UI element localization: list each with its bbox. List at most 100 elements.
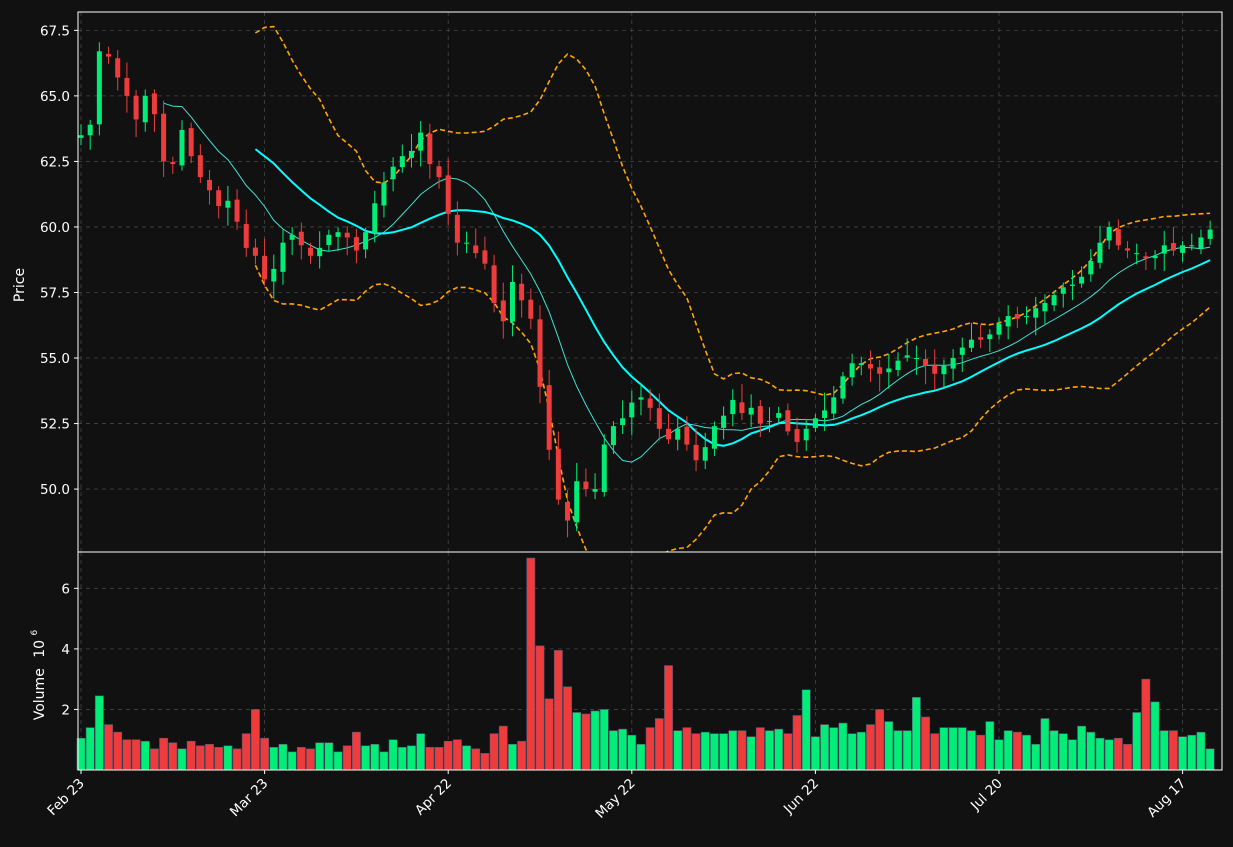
volume-axis-base: 10	[32, 640, 48, 658]
candle-body	[867, 363, 873, 369]
candle-body	[473, 245, 479, 254]
volume-bar	[1187, 734, 1197, 771]
volume-bar	[664, 665, 673, 771]
volume-bar	[884, 721, 894, 771]
volume-bar	[544, 698, 554, 771]
candle-body	[308, 247, 313, 256]
candle-body	[1161, 245, 1167, 254]
volume-bar	[911, 697, 921, 771]
volume-bar	[131, 739, 141, 771]
bollinger-lower-line	[254, 264, 1211, 552]
volume-bar	[489, 733, 499, 771]
volume-bar	[847, 733, 857, 771]
volume-bar	[1040, 718, 1050, 771]
candle-body	[776, 413, 782, 418]
candle-body	[666, 428, 672, 440]
volume-bar	[498, 725, 508, 771]
volume-bar	[618, 728, 628, 771]
candle-body	[555, 448, 561, 500]
candle-body	[1097, 242, 1103, 263]
volume-bar	[232, 748, 242, 771]
candle-body	[427, 133, 433, 165]
candle-body	[546, 385, 552, 450]
candle-body	[675, 428, 681, 440]
candlesticks	[78, 42, 1213, 538]
candle-body	[106, 53, 112, 57]
candle-body	[482, 250, 488, 264]
volume-bar	[627, 734, 637, 771]
candle-body	[537, 319, 543, 387]
volume-bar	[829, 727, 839, 771]
volume-bar	[113, 731, 123, 771]
candle-body	[895, 360, 901, 371]
volume-bar	[168, 742, 178, 771]
price-axis-title: Price	[12, 268, 28, 302]
volume-bar	[425, 746, 435, 771]
candle-body	[959, 347, 965, 355]
candle-body	[583, 481, 589, 490]
volume-bar	[801, 689, 811, 771]
volume-bar	[645, 727, 655, 771]
volume-bar	[957, 727, 967, 771]
volume-bar	[260, 737, 269, 771]
candle-body	[188, 128, 194, 157]
volume-bar	[553, 650, 563, 771]
candle-body	[1024, 316, 1030, 318]
volume-bar	[902, 730, 912, 771]
volume-bar	[755, 727, 765, 771]
volume-bar	[921, 716, 930, 771]
candle-body	[1152, 255, 1158, 259]
candle-body	[225, 200, 231, 208]
candle-body	[1125, 248, 1131, 251]
candle-body	[785, 410, 791, 432]
candle-body	[133, 95, 139, 120]
candle-body	[1033, 308, 1039, 318]
candle-body	[1051, 295, 1057, 306]
volume-bar	[746, 736, 756, 771]
candle-body	[289, 234, 295, 240]
candle-body	[748, 407, 754, 415]
volume-bar	[581, 713, 591, 771]
volume-bar	[590, 710, 600, 771]
price-tick-label: 57.5	[40, 285, 70, 301]
volume-bar	[508, 743, 517, 771]
volume-bars	[76, 557, 1215, 771]
volume-panel: 2 4 6 Volume 10 6	[30, 551, 1223, 771]
candle-body	[831, 397, 837, 414]
candle-body	[1060, 287, 1066, 294]
volume-bar	[278, 743, 288, 771]
candle-body	[822, 410, 828, 418]
volume-bar	[287, 751, 297, 771]
candle-body	[767, 420, 772, 422]
candle-body	[702, 447, 708, 461]
candle-body	[904, 355, 910, 358]
candle-body	[500, 300, 506, 322]
candle-body	[1207, 229, 1213, 239]
candle-body	[436, 166, 442, 178]
volume-bar	[930, 733, 940, 771]
price-tick-label: 62.5	[40, 154, 70, 170]
volume-bar	[140, 740, 150, 771]
volume-bar	[838, 722, 848, 771]
candle-body	[326, 234, 332, 245]
candle-body	[684, 426, 690, 445]
volume-bar	[397, 746, 407, 771]
volume-tick-label: 6	[61, 581, 70, 597]
volume-bar	[1113, 737, 1123, 771]
volume-bar	[599, 709, 609, 771]
volume-bar	[186, 740, 196, 771]
volume-bar	[150, 748, 159, 771]
candle-body	[528, 299, 534, 319]
volume-bar	[1169, 730, 1178, 771]
candle-body	[803, 428, 809, 441]
volume-bar	[700, 731, 710, 771]
volume-bar	[85, 727, 95, 771]
candle-body	[923, 358, 929, 366]
volume-axis-exponent: 6	[30, 629, 40, 635]
volume-bar	[737, 730, 747, 771]
volume-grid	[78, 552, 1222, 770]
volume-bar	[728, 730, 738, 771]
volume-bar	[1123, 743, 1132, 771]
candle-body	[381, 182, 387, 206]
